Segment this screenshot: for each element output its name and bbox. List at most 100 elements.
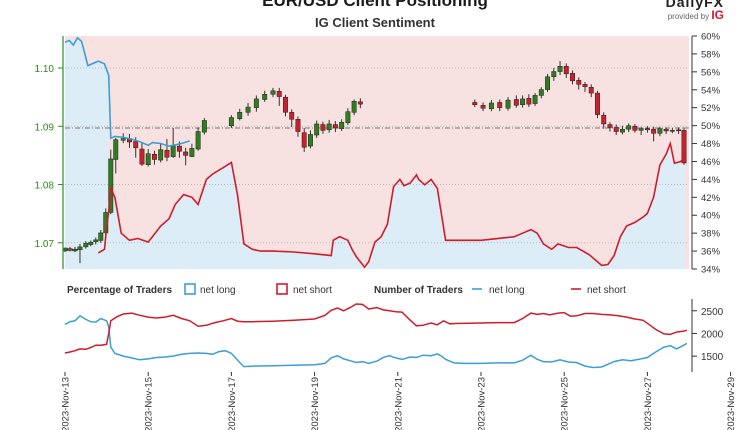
brand-provided-by: provided by xyxy=(667,12,710,21)
percent-tick-label: 52% xyxy=(701,103,721,114)
candle-body xyxy=(488,102,494,110)
candle xyxy=(619,125,625,135)
date-tick-label: 2023-Nov-29 xyxy=(726,377,737,430)
candle-body xyxy=(88,241,94,245)
candle xyxy=(663,127,669,134)
candle xyxy=(228,115,234,129)
candle-body xyxy=(576,80,582,85)
legend: Percentage of Traders net long net short… xyxy=(67,283,626,296)
candle xyxy=(638,126,644,136)
candle-body xyxy=(582,84,588,87)
price-tick-label: 1.08 xyxy=(35,181,55,192)
candle-body xyxy=(145,153,151,165)
candle xyxy=(295,116,301,137)
candle-body xyxy=(632,126,638,131)
candle xyxy=(626,123,632,133)
candle-body xyxy=(72,248,78,252)
net-long-area xyxy=(65,37,685,269)
candle xyxy=(669,128,675,134)
candle xyxy=(301,128,307,152)
candle xyxy=(283,94,288,117)
candle xyxy=(83,241,89,249)
candle-body xyxy=(307,134,313,147)
candle xyxy=(88,240,94,247)
legend-number-title: Number of Traders xyxy=(374,285,463,296)
candle xyxy=(357,98,363,109)
candle-body xyxy=(505,99,511,109)
candle xyxy=(72,246,78,253)
candle xyxy=(576,77,582,90)
candle xyxy=(120,133,126,144)
candle-body xyxy=(326,123,332,131)
candle xyxy=(307,130,313,149)
candle xyxy=(497,99,503,112)
candle xyxy=(339,119,345,131)
candle xyxy=(113,137,119,174)
candle xyxy=(532,93,538,106)
candle-body xyxy=(570,73,575,82)
candle xyxy=(67,246,73,252)
percent-tick-label: 48% xyxy=(701,139,721,150)
candle-body xyxy=(669,130,675,132)
candle-body xyxy=(253,98,259,108)
candle xyxy=(63,247,68,253)
percent-tick-label: 42% xyxy=(701,193,721,204)
candle xyxy=(253,95,259,112)
candle xyxy=(276,87,282,106)
date-tick-label: 2023-Nov-15 xyxy=(144,377,155,430)
candle xyxy=(582,82,588,92)
candle-body xyxy=(472,102,478,105)
candle-body xyxy=(77,246,83,251)
candle xyxy=(77,243,83,264)
candle-body xyxy=(108,158,114,213)
candle-body xyxy=(638,128,644,131)
candle xyxy=(195,127,201,151)
candle xyxy=(545,73,551,92)
candle xyxy=(270,87,276,98)
candle-body xyxy=(357,101,363,105)
candle xyxy=(520,95,526,108)
candle-body xyxy=(151,153,157,160)
candle-body xyxy=(295,119,301,132)
candle xyxy=(557,61,563,76)
candle xyxy=(657,126,663,137)
candle-body xyxy=(644,128,650,131)
candle-body xyxy=(663,128,669,132)
candle xyxy=(505,97,511,111)
candle-body xyxy=(332,124,338,129)
candle-body xyxy=(676,129,682,132)
candle xyxy=(189,143,195,158)
percent-tick-label: 50% xyxy=(701,121,721,132)
percent-tick-label: 34% xyxy=(701,265,721,276)
candle xyxy=(183,147,189,166)
date-tick-label: 2023-Nov-27 xyxy=(643,377,654,430)
chart-subtitle: IG Client Sentiment xyxy=(315,15,435,30)
candle-body xyxy=(681,130,687,164)
candle-body xyxy=(113,139,119,160)
candle-body xyxy=(320,124,326,131)
candle-body xyxy=(183,151,189,156)
brand-provider: provided by IG xyxy=(634,8,724,22)
candlesticks xyxy=(63,61,687,264)
candle xyxy=(351,99,357,116)
brand-logo: DailyFX provided by IG xyxy=(634,0,724,22)
net-long-count-line xyxy=(64,314,688,369)
candle xyxy=(93,237,99,245)
price-tick-label: 1.07 xyxy=(35,239,55,250)
price-tick-label: 1.09 xyxy=(35,122,55,133)
candle xyxy=(262,90,268,102)
candle xyxy=(480,102,486,112)
candle xyxy=(676,127,682,134)
candle-body xyxy=(557,66,563,72)
candle-body xyxy=(170,145,176,157)
net-short-percent-line xyxy=(97,140,686,269)
candle-body xyxy=(657,128,663,134)
candle xyxy=(570,70,575,85)
candle xyxy=(345,108,351,126)
legend-percentage-title: Percentage of Traders xyxy=(67,285,172,296)
candle xyxy=(651,126,657,142)
candle-body xyxy=(601,114,607,125)
candle-body xyxy=(133,141,139,149)
candle xyxy=(151,150,157,165)
legend-net-long-label: net long xyxy=(200,285,236,296)
